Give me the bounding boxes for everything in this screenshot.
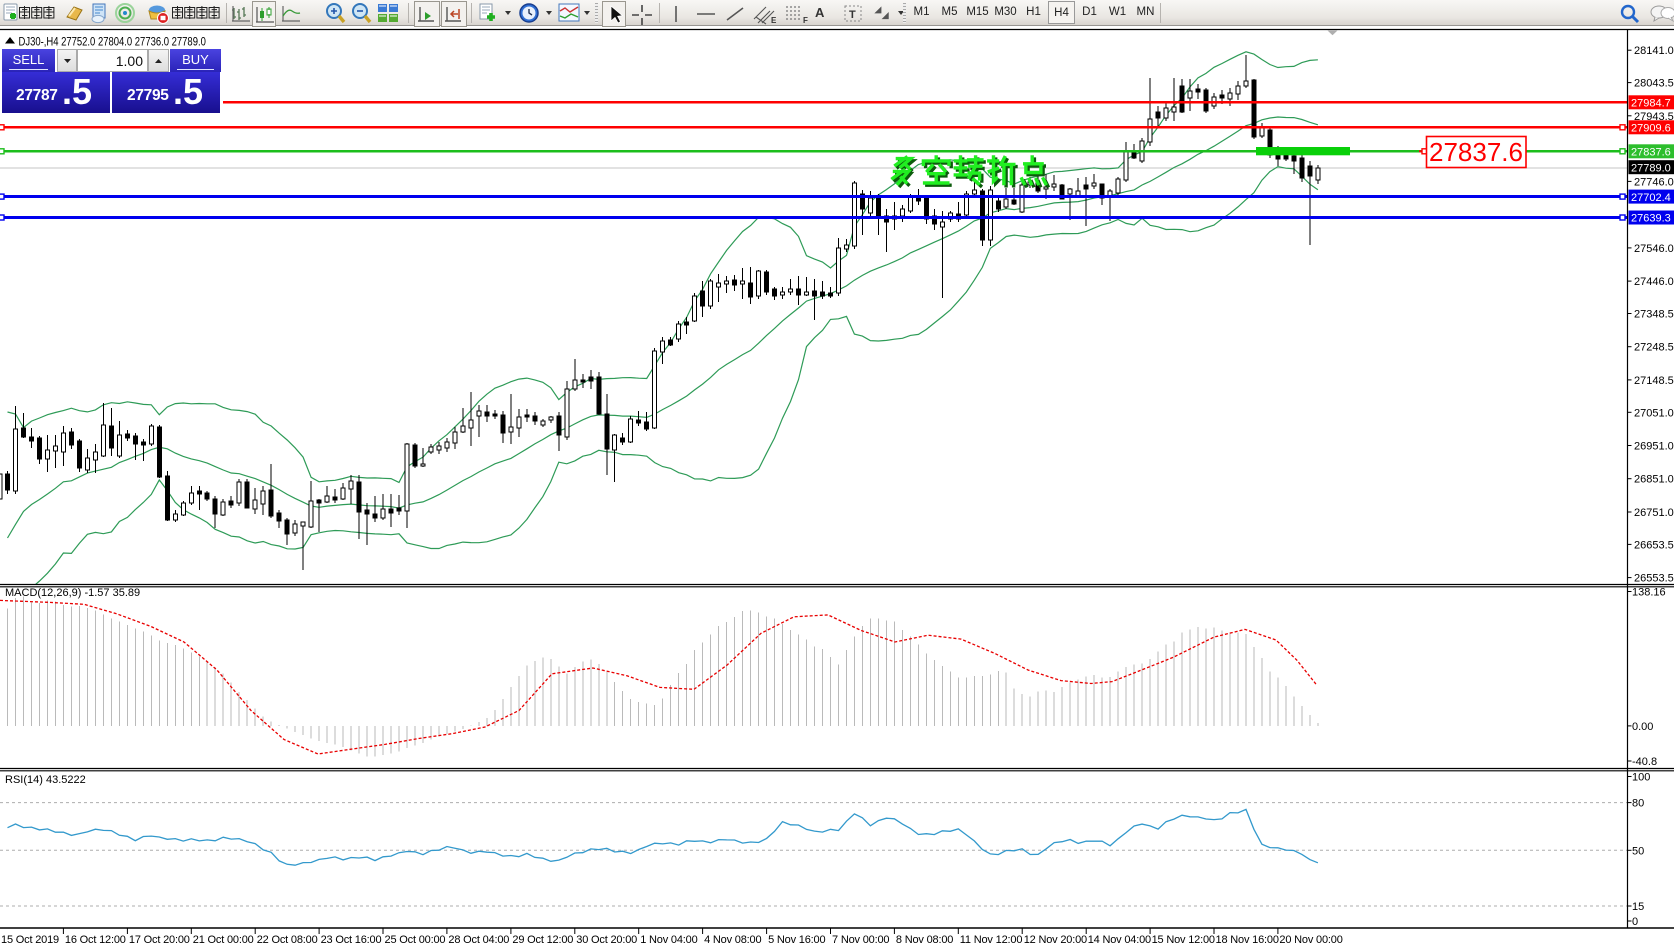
svg-text:26851.0: 26851.0 (1634, 474, 1674, 486)
svg-text:27746.0: 27746.0 (1634, 176, 1674, 188)
svg-text:8 Nov 08:00: 8 Nov 08:00 (896, 934, 953, 946)
svg-text:27148.5: 27148.5 (1634, 375, 1674, 387)
svg-text:29 Oct 12:00: 29 Oct 12:00 (512, 934, 573, 946)
svg-text:14 Nov 04:00: 14 Nov 04:00 (1088, 934, 1151, 946)
svg-text:28 Oct 04:00: 28 Oct 04:00 (448, 934, 509, 946)
svg-text:18 Nov 16:00: 18 Nov 16:00 (1216, 934, 1279, 946)
svg-text:27909.6: 27909.6 (1631, 123, 1671, 135)
svg-text:7 Nov 00:00: 7 Nov 00:00 (832, 934, 889, 946)
svg-text:20 Nov 00:00: 20 Nov 00:00 (1279, 934, 1342, 946)
svg-text:F: F (803, 16, 808, 25)
svg-text:0.00: 0.00 (1632, 721, 1653, 733)
svg-text:80: 80 (1632, 798, 1644, 810)
svg-text:1 Nov 04:00: 1 Nov 04:00 (640, 934, 697, 946)
svg-text:0: 0 (1632, 916, 1638, 928)
svg-text:11 Nov 12:00: 11 Nov 12:00 (960, 934, 1023, 946)
svg-text:12 Nov 20:00: 12 Nov 20:00 (1024, 934, 1087, 946)
svg-text:15: 15 (1632, 901, 1644, 913)
svg-text:15 Oct 2019: 15 Oct 2019 (1, 934, 59, 946)
svg-text:27943.5: 27943.5 (1634, 111, 1674, 123)
svg-text:28141.0: 28141.0 (1634, 45, 1674, 57)
svg-text:23 Oct 16:00: 23 Oct 16:00 (321, 934, 382, 946)
svg-text:27789.0: 27789.0 (1631, 162, 1671, 174)
svg-text:27837.6: 27837.6 (1631, 147, 1671, 159)
svg-text:27446.0: 27446.0 (1634, 276, 1674, 288)
svg-text:27348.5: 27348.5 (1634, 309, 1674, 321)
svg-text:DJ30-,H4 27752.0 27804.0 2773: DJ30-,H4 27752.0 27804.0 27736.0 27789.0 (19, 36, 206, 49)
svg-text:30 Oct 20:00: 30 Oct 20:00 (576, 934, 637, 946)
svg-text:100: 100 (1632, 772, 1650, 784)
svg-text:26751.0: 26751.0 (1634, 507, 1674, 519)
svg-text:27639.3: 27639.3 (1631, 213, 1671, 225)
svg-text:15 Nov 12:00: 15 Nov 12:00 (1152, 934, 1215, 946)
svg-text:27702.4: 27702.4 (1631, 192, 1671, 204)
svg-text:26653.5: 26653.5 (1634, 539, 1674, 551)
svg-text:27984.7: 27984.7 (1631, 98, 1671, 110)
svg-text:E: E (771, 16, 777, 25)
svg-text:26951.0: 26951.0 (1634, 441, 1674, 453)
svg-text:21 Oct 00:00: 21 Oct 00:00 (193, 934, 254, 946)
svg-text:28043.5: 28043.5 (1634, 78, 1674, 90)
svg-text:16 Oct 12:00: 16 Oct 12:00 (65, 934, 126, 946)
svg-text:4 Nov 08:00: 4 Nov 08:00 (704, 934, 761, 946)
svg-text:26553.5: 26553.5 (1634, 573, 1674, 585)
svg-text:17 Oct 20:00: 17 Oct 20:00 (129, 934, 190, 946)
svg-text:T: T (849, 9, 856, 21)
svg-text:MACD(12,26,9) -1.57 35.89: MACD(12,26,9) -1.57 35.89 (5, 587, 140, 599)
svg-text:50: 50 (1632, 845, 1644, 857)
svg-text:22 Oct 08:00: 22 Oct 08:00 (257, 934, 318, 946)
svg-text:27051.0: 27051.0 (1634, 407, 1674, 419)
svg-text:27248.5: 27248.5 (1634, 342, 1674, 354)
svg-text:138.16: 138.16 (1632, 587, 1666, 599)
svg-text:RSI(14) 43.5222: RSI(14) 43.5222 (5, 774, 86, 786)
svg-text:27546.0: 27546.0 (1634, 243, 1674, 255)
svg-text:5 Nov 16:00: 5 Nov 16:00 (768, 934, 825, 946)
svg-text:-40.8: -40.8 (1632, 756, 1657, 768)
svg-text:25 Oct 00:00: 25 Oct 00:00 (385, 934, 446, 946)
svg-text:27837.6: 27837.6 (1429, 137, 1523, 167)
